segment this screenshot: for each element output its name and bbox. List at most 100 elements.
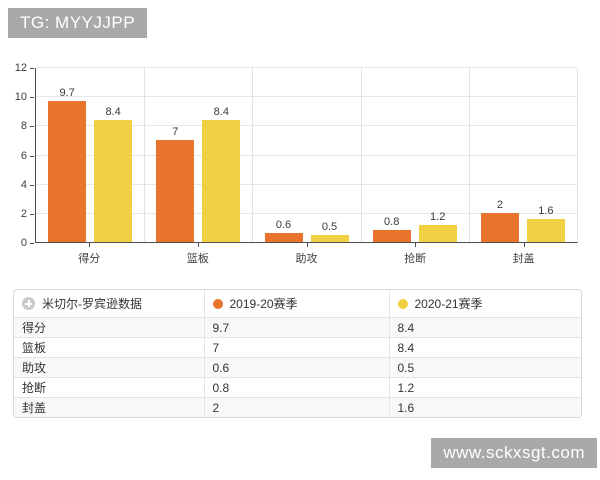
- table-row: 助攻 0.6 0.5: [14, 357, 581, 378]
- y-axis-tick-label: 10: [14, 91, 27, 104]
- bar[interactable]: [418, 224, 457, 242]
- row-label: 篮板: [14, 337, 204, 358]
- bar[interactable]: [480, 212, 519, 242]
- bar-value-label: 9.7: [59, 86, 75, 99]
- bar[interactable]: [94, 119, 133, 242]
- y-axis-tick: [30, 97, 34, 99]
- row-value-s2: 1.6: [388, 397, 581, 417]
- bar-cell: 1.2: [418, 68, 457, 242]
- bar-value-label: 0.5: [321, 220, 338, 233]
- y-axis-tick: [30, 155, 34, 157]
- category-label: 抢断: [404, 253, 427, 265]
- bar-group: 7 8.4: [144, 68, 252, 242]
- bar-value-label: 0.6: [275, 219, 292, 232]
- x-axis-labels: 得分 篮板 助攻 抢断 封盖: [35, 250, 578, 266]
- y-axis-tick: [30, 243, 34, 244]
- bar-value-label: 1.2: [430, 210, 446, 223]
- table-header-row: 米切尔-罗宾逊数据 2019-20赛季 2020-21赛季: [14, 290, 581, 318]
- bar[interactable]: [48, 100, 87, 242]
- season2-dot-icon: [397, 299, 408, 309]
- bar[interactable]: [264, 233, 303, 242]
- y-axis-tick-label: 12: [14, 62, 27, 74]
- row-value-s1: 0.6: [203, 357, 389, 378]
- gridline: [36, 183, 577, 185]
- bar[interactable]: [310, 234, 349, 242]
- gridline: [36, 96, 577, 98]
- row-value-s2: 8.4: [388, 337, 581, 358]
- bottom-watermark-badge: www.sckxsgt.com: [431, 438, 597, 468]
- y-axis-tick-label: 4: [20, 178, 27, 191]
- category-separator-line: [360, 68, 362, 242]
- table-row: 得分 9.7 8.4: [14, 317, 581, 338]
- bar-value-label: 7: [172, 125, 179, 138]
- table-title-cell: 米切尔-罗宾逊数据: [14, 290, 204, 318]
- legend-season1[interactable]: 2019-20赛季: [203, 290, 389, 318]
- y-axis-tick-label: 0: [20, 237, 27, 249]
- gridline: [36, 212, 577, 214]
- legend-season2-label: 2020-21赛季: [414, 297, 483, 311]
- bar[interactable]: [372, 230, 411, 242]
- y-axis-tick: [30, 126, 34, 128]
- row-value-s1: 0.8: [203, 377, 389, 398]
- plot-area: 9.7 8.4 7 8.4 0.6 0.5 0.8 1.2 2 1.6: [35, 67, 578, 243]
- row-value-s1: 7: [203, 337, 389, 358]
- bar-value-label: 8.4: [213, 105, 229, 118]
- category-label: 助攻: [295, 253, 318, 265]
- bar-group: 0.6 0.5: [252, 68, 360, 242]
- y-axis-tick-label: 6: [20, 149, 27, 162]
- bar-cell: 8.4: [94, 68, 133, 242]
- gridline: [36, 67, 577, 68]
- bar-cell: 0.6: [264, 68, 303, 242]
- bar-group: 9.7 8.4: [36, 68, 144, 242]
- plus-circle-icon[interactable]: [22, 297, 35, 310]
- y-axis-tick: [30, 213, 34, 215]
- category-separator-line: [143, 68, 145, 242]
- x-axis-tick: [197, 243, 199, 247]
- row-value-s2: 1.2: [388, 377, 581, 398]
- bar[interactable]: [156, 139, 195, 242]
- category-label: 封盖: [512, 253, 535, 265]
- bar-value-label: 1.6: [538, 204, 554, 217]
- gridline: [36, 125, 577, 127]
- bar[interactable]: [526, 218, 565, 242]
- bar-cell: 1.6: [526, 68, 565, 242]
- season1-dot-icon: [212, 299, 223, 309]
- row-value-s2: 8.4: [388, 317, 581, 338]
- bar-groups: 9.7 8.4 7 8.4 0.6 0.5 0.8 1.2 2 1.6: [36, 68, 577, 242]
- bar-cell: 8.4: [202, 68, 241, 242]
- table-row: 篮板 7 8.4: [14, 337, 581, 358]
- y-axis-tick-label: 8: [20, 120, 27, 133]
- bar-group: 2 1.6: [469, 68, 577, 242]
- bar-cell: 2: [480, 68, 519, 242]
- category-label: 篮板: [186, 253, 209, 265]
- bar-value-label: 2: [496, 198, 503, 211]
- y-axis-tick: [30, 68, 34, 69]
- category-separator-line: [469, 68, 471, 242]
- legend-season2[interactable]: 2020-21赛季: [388, 290, 581, 318]
- legend-season1-label: 2019-20赛季: [229, 297, 298, 311]
- bar-value-label: 0.8: [384, 216, 400, 229]
- table-row: 抢断 0.8 1.2: [14, 377, 581, 398]
- x-axis-tick: [89, 243, 91, 247]
- row-label: 得分: [14, 317, 204, 338]
- gridline: [36, 154, 577, 156]
- bar-cell: 0.8: [372, 68, 411, 242]
- table-title: 米切尔-罗宾逊数据: [42, 297, 142, 311]
- stats-table: 米切尔-罗宾逊数据 2019-20赛季 2020-21赛季 得分 9.7 8.4…: [13, 289, 582, 418]
- bar-group: 0.8 1.2: [361, 68, 469, 242]
- row-value-s1: 9.7: [203, 317, 389, 338]
- row-value-s2: 0.5: [388, 357, 581, 378]
- x-axis-tick: [415, 243, 417, 247]
- x-axis-tick: [523, 243, 525, 247]
- bar-cell: 7: [156, 68, 195, 242]
- y-axis-tick-label: 2: [20, 207, 27, 220]
- category-separator-line: [252, 68, 254, 242]
- row-label: 抢断: [14, 377, 204, 398]
- bar-cell: 9.7: [48, 68, 87, 242]
- row-value-s1: 2: [203, 397, 389, 417]
- bar[interactable]: [202, 119, 241, 242]
- bar-cell: 0.5: [310, 68, 349, 242]
- table-row: 封盖 2 1.6: [14, 397, 581, 417]
- y-axis-tick: [30, 184, 34, 186]
